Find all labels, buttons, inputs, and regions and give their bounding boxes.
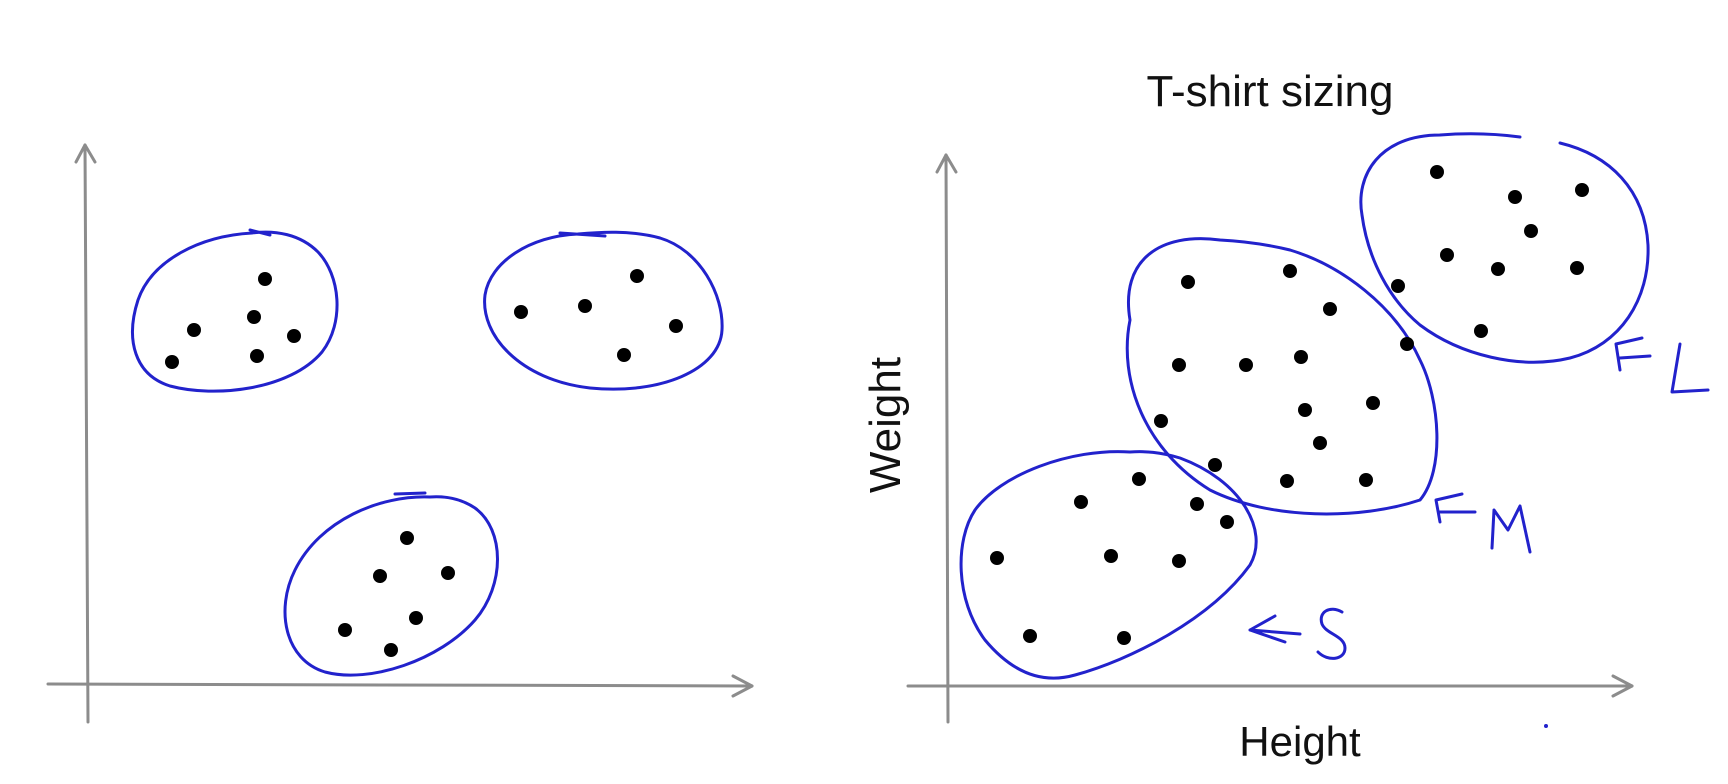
- data-point: [1313, 436, 1327, 450]
- data-point: [1400, 337, 1414, 351]
- data-point: [1359, 473, 1373, 487]
- left-panel: [46, 143, 754, 724]
- left-cluster-3: [283, 491, 499, 677]
- letter-s-mark: [1316, 607, 1347, 660]
- data-point: [1104, 549, 1118, 563]
- cluster-medium: [1125, 237, 1439, 516]
- left-cluster-2: [483, 230, 724, 391]
- data-point: [1023, 629, 1037, 643]
- left-axes: [46, 143, 754, 724]
- right-y-arrowhead: [935, 153, 958, 174]
- right-x-arrowhead: [1611, 674, 1634, 698]
- data-point: [630, 269, 644, 283]
- data-point: [1474, 324, 1488, 338]
- data-point: [373, 569, 387, 583]
- stray-dot: [1544, 724, 1548, 728]
- cluster-outline: [283, 491, 499, 677]
- data-point: [1298, 403, 1312, 417]
- cluster-outline: [1125, 237, 1439, 516]
- y-axis-label: Weight: [861, 357, 910, 493]
- arrow-mark-icon: [1434, 492, 1477, 524]
- right-axes: [906, 153, 1634, 724]
- data-point: [1154, 414, 1168, 428]
- data-point: [441, 566, 455, 580]
- arrow-mark-icon: [1248, 614, 1302, 644]
- data-point: [1239, 358, 1253, 372]
- data-point: [1172, 358, 1186, 372]
- data-point: [1508, 190, 1522, 204]
- data-point: [617, 348, 631, 362]
- data-point: [1430, 165, 1444, 179]
- cluster-outline: [131, 228, 339, 393]
- size-marker-medium: [1434, 492, 1532, 554]
- data-point: [1132, 472, 1146, 486]
- data-point: [258, 272, 272, 286]
- data-point: [287, 329, 301, 343]
- data-point: [165, 355, 179, 369]
- letter-l-mark: [1670, 342, 1710, 394]
- data-point: [1181, 275, 1195, 289]
- data-point: [384, 643, 398, 657]
- data-point: [1570, 261, 1584, 275]
- letter-m-mark: [1490, 504, 1532, 554]
- data-point: [247, 310, 261, 324]
- data-point: [578, 299, 592, 313]
- size-marker-large: [1614, 336, 1710, 394]
- data-point: [1280, 474, 1294, 488]
- arrow-mark-icon: [1614, 336, 1652, 372]
- data-point: [187, 323, 201, 337]
- data-point: [1172, 554, 1186, 568]
- data-point: [1575, 183, 1589, 197]
- data-point: [409, 611, 423, 625]
- left-cluster-1: [131, 228, 339, 393]
- data-point: [1391, 279, 1405, 293]
- left-x-axis: [46, 682, 754, 688]
- chart-title: T-shirt sizing: [1147, 67, 1394, 116]
- data-point: [990, 551, 1004, 565]
- data-point: [1220, 515, 1234, 529]
- data-point: [1491, 262, 1505, 276]
- cluster-outline: [1359, 132, 1650, 364]
- data-point: [669, 319, 683, 333]
- data-point: [1294, 350, 1308, 364]
- data-point: [1323, 302, 1337, 316]
- data-point: [1117, 631, 1131, 645]
- data-point: [338, 623, 352, 637]
- cluster-large: [1359, 132, 1650, 364]
- data-point: [1074, 495, 1088, 509]
- data-point: [1366, 396, 1380, 410]
- data-point: [1524, 224, 1538, 238]
- data-point: [1283, 264, 1297, 278]
- data-point: [514, 305, 528, 319]
- cluster-outline: [959, 450, 1258, 680]
- right-panel: T-shirt sizing Height Weight: [861, 67, 1710, 765]
- cluster-small: [959, 450, 1258, 680]
- left-y-arrowhead: [74, 143, 97, 164]
- cluster-outline: [483, 230, 724, 391]
- data-point: [400, 531, 414, 545]
- data-point: [250, 349, 264, 363]
- left-x-arrowhead: [731, 674, 754, 698]
- left-y-axis: [83, 143, 90, 724]
- data-point: [1190, 497, 1204, 511]
- data-point: [1208, 458, 1222, 472]
- data-point: [1440, 248, 1454, 262]
- x-axis-label: Height: [1239, 718, 1361, 765]
- size-marker-small: [1248, 607, 1347, 660]
- right-y-axis: [944, 153, 950, 724]
